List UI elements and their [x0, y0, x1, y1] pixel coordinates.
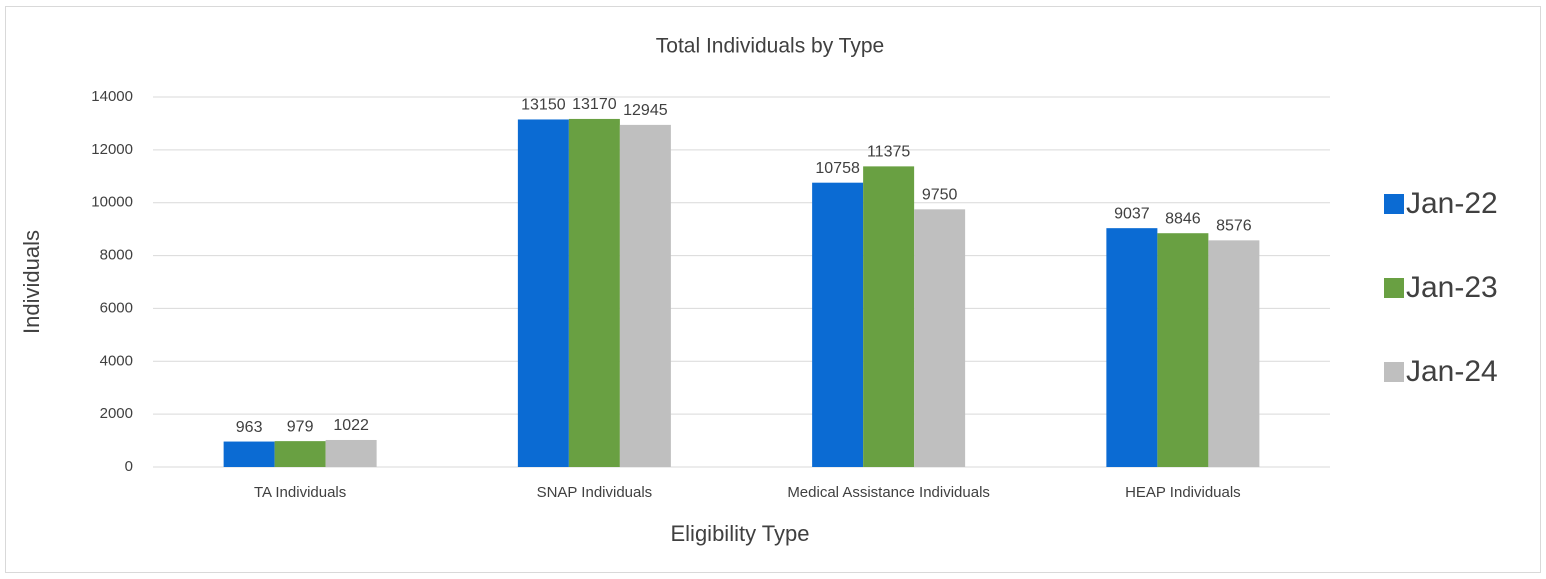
chart-title: Total Individuals by Type	[656, 35, 884, 58]
legend-swatch	[1384, 194, 1404, 214]
bar	[223, 441, 275, 467]
y-tick-label: 8000	[100, 247, 133, 264]
bar	[863, 166, 915, 467]
x-tick-label: SNAP Individuals	[537, 484, 653, 501]
data-label: 8846	[1165, 210, 1201, 227]
legend-swatch	[1384, 362, 1404, 382]
x-tick-label: TA Individuals	[254, 484, 346, 501]
legend-label: Jan-22	[1406, 187, 1498, 220]
chart-frame	[5, 6, 1541, 573]
bar	[1208, 240, 1260, 467]
y-tick-label: 0	[125, 458, 133, 475]
data-label: 8576	[1216, 218, 1252, 235]
y-tick-label: 14000	[91, 88, 133, 105]
data-label: 9037	[1114, 205, 1150, 222]
data-label: 9750	[922, 187, 958, 204]
data-label: 979	[287, 418, 314, 435]
bar	[1106, 228, 1158, 467]
x-axis-title: Eligibility Type	[671, 521, 810, 546]
bar	[325, 439, 377, 467]
bar	[517, 119, 569, 467]
legend-label: Jan-23	[1406, 271, 1498, 304]
bar	[1157, 233, 1209, 467]
bar	[619, 124, 671, 467]
bar	[812, 182, 864, 467]
data-label: 11375	[867, 144, 910, 161]
y-tick-label: 2000	[100, 405, 133, 422]
y-tick-label: 10000	[91, 194, 133, 211]
legend-swatch	[1384, 278, 1404, 298]
bar	[274, 441, 326, 467]
bar	[914, 209, 966, 468]
data-label: 1022	[333, 417, 369, 434]
data-label: 12945	[623, 102, 668, 119]
x-tick-label: Medical Assistance Individuals	[787, 484, 990, 501]
y-tick-label: 12000	[91, 141, 133, 158]
data-label: 10758	[815, 160, 860, 177]
data-label: 13170	[572, 96, 617, 113]
data-label: 13150	[521, 97, 566, 114]
y-tick-label: 6000	[100, 299, 133, 316]
legend-label: Jan-24	[1406, 355, 1498, 388]
bar	[568, 118, 620, 467]
y-axis-title: Individuals	[19, 230, 44, 334]
data-label: 963	[236, 419, 263, 436]
y-tick-label: 4000	[100, 352, 133, 369]
x-tick-label: HEAP Individuals	[1125, 484, 1241, 501]
